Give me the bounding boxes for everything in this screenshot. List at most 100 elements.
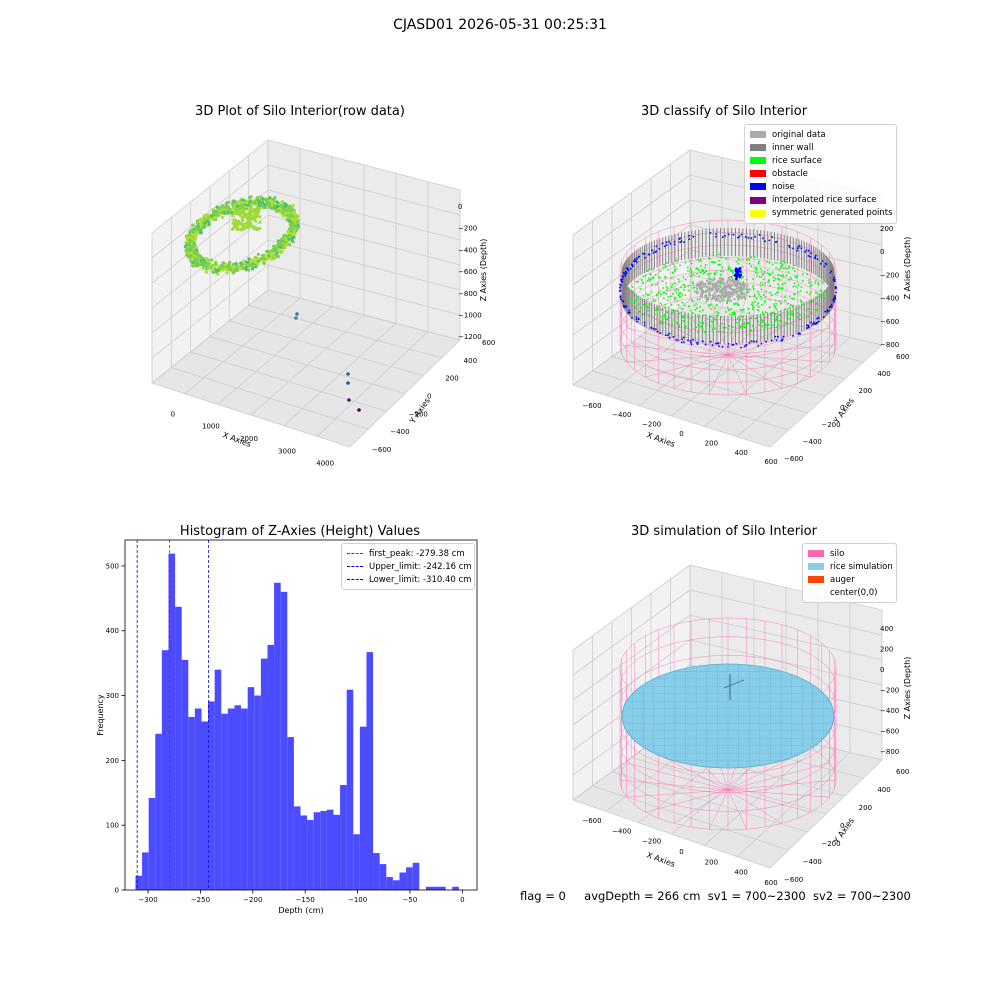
histogram-bar [307,820,314,890]
panel2-rice-point [727,309,730,311]
panel2-rice-point [687,289,690,292]
panel4-legend-label: rice simulation [830,561,893,572]
panel4-legend-label: auger [830,574,855,585]
panel1-point [273,253,277,257]
panel2-rice-point [720,270,722,272]
panel2-rice-point [780,302,783,305]
panel1-point [212,270,216,275]
panel2-noise-point [696,341,698,344]
panel2-noise-point [636,320,638,323]
status-line: flag = 0 avgDepth = 266 cm sv1 = 700~230… [520,889,911,903]
panel2-rice-point [759,284,762,287]
panel2-rice-point [690,262,693,265]
panel2-rice-point [698,275,701,278]
panel2-noise-point [800,247,803,250]
panel1-point [232,219,236,223]
panel2-rice-point [777,291,779,294]
panel2-noise-point [807,326,810,329]
panel1-point [195,227,199,231]
panel1-point [265,198,269,202]
panel2-rice-point [741,322,744,325]
panel2-rice-point [792,315,795,318]
histogram-bar [406,867,413,890]
panel2-noise-point [620,298,622,301]
panel2-rice-point [788,266,790,269]
panel1-point [186,242,190,246]
panel2-rice-point [648,277,650,280]
panel1-point [204,270,208,274]
panel2-rice-point [780,326,782,328]
panel2-rice-point [792,297,795,300]
panel2-noise-point [806,324,808,326]
panel2-y-tick: −600 [784,455,803,463]
panel1-point [214,268,218,272]
panel2-rice-point [704,264,707,266]
panel2-noise-point [809,321,812,324]
histogram-bar [346,689,354,890]
panel4-x-tick: 600 [764,879,777,887]
panel2-rice-point [750,317,753,319]
panel2-rice-point [646,298,649,301]
panel2-rice-point [757,309,760,312]
panel2-rice-point [687,316,690,319]
panel1-point [274,205,278,209]
panel2-rice-point [660,309,663,311]
panel2-rice-point [665,285,668,288]
panel2-rice-point [651,284,654,286]
panel1-point [239,228,243,232]
panel2-rice-point [684,278,687,281]
panel1-point [290,217,294,221]
panel2-rice-point [710,308,712,310]
panel2-noise-point [647,253,650,256]
panel2-rice-point [788,306,791,309]
panel2-x-tick: −600 [582,402,601,410]
panel2-silo-spoke [727,327,830,356]
panel2-rice-point [681,293,684,296]
panel2-silo-spoke [709,295,729,356]
panel2-rice-point [684,261,687,264]
panel2-legend-swatch [750,209,766,217]
panel4-z-tick: 0 [880,666,884,674]
panel2-legend-swatch [750,157,766,165]
panel1-x-tick: 1000 [202,423,220,431]
panel2-noise-point [831,305,833,308]
histogram-bar [287,737,294,890]
panel2-noise-point [765,340,767,343]
panel2-original-point [707,287,710,290]
panel1-point [280,237,284,241]
panel2-rice-point [785,274,788,277]
panel2-noise-point [738,267,742,270]
panel2-noise-point [775,240,778,243]
panel2-original-point [728,283,732,286]
panel1-point [196,257,200,262]
panel2-original-point [726,295,729,298]
panel2-original-point [746,284,749,287]
panel2-noise-point [630,263,633,266]
panel2-rice-point [771,263,774,266]
panel2-rice-point [657,276,660,278]
panel2-original-point [700,296,703,299]
panel2-noise-point [762,237,764,240]
panel2-rice-point [715,303,718,306]
panel2-rice-point [678,280,680,283]
panel1-point [251,216,256,220]
panel2-rice-point [667,295,670,298]
panel2-ylabel: Y Axies [831,396,856,426]
panel2-rice-point [787,271,790,273]
panel2-noise-point [689,339,692,342]
panel2-rice-point [709,304,712,306]
panel2-noise-point [635,318,638,321]
panel2-rice-point [778,286,780,289]
panel2-noise-point [679,241,681,244]
panel2-rice-point [640,279,643,281]
panel1-point [275,209,279,213]
histogram-bar [373,853,380,890]
panel2-rice-point [816,309,819,312]
panel2-rice-point [778,279,781,281]
panel2-rice-point [654,313,656,315]
panel1-point [287,231,292,235]
panel2-rice-point [707,273,710,276]
panel2-rice-point [719,273,722,276]
panel1-point [241,219,245,223]
panel2-rice-point [815,291,817,294]
